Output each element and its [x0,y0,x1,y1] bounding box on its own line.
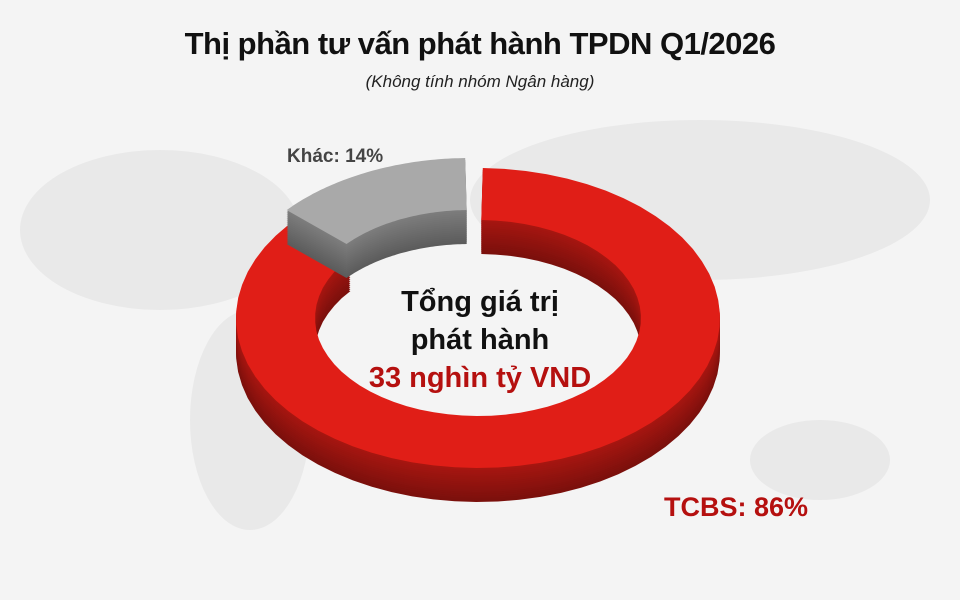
center-label: Tổng giá trị phát hành 33 nghìn tỷ VND [330,283,630,397]
slice-tcbs [236,168,720,502]
slice-label-other: Khác: 14% [287,146,384,167]
slice-top-tcbs [236,168,720,468]
slice-label-tcbs: TCBS: 86% [664,492,809,522]
chart-subtitle: (Không tính nhóm Ngân hàng) [365,72,595,91]
center-line-2: phát hành [410,324,550,356]
center-line-1: Tổng giá trị [401,286,559,318]
slice-khc [286,158,467,278]
slice-top-other [286,158,467,244]
center-value: 33 nghìn tỷ VND [368,362,592,394]
chart-title: Thị phần tư vấn phát hành TPDN Q1/2026 [184,26,776,61]
